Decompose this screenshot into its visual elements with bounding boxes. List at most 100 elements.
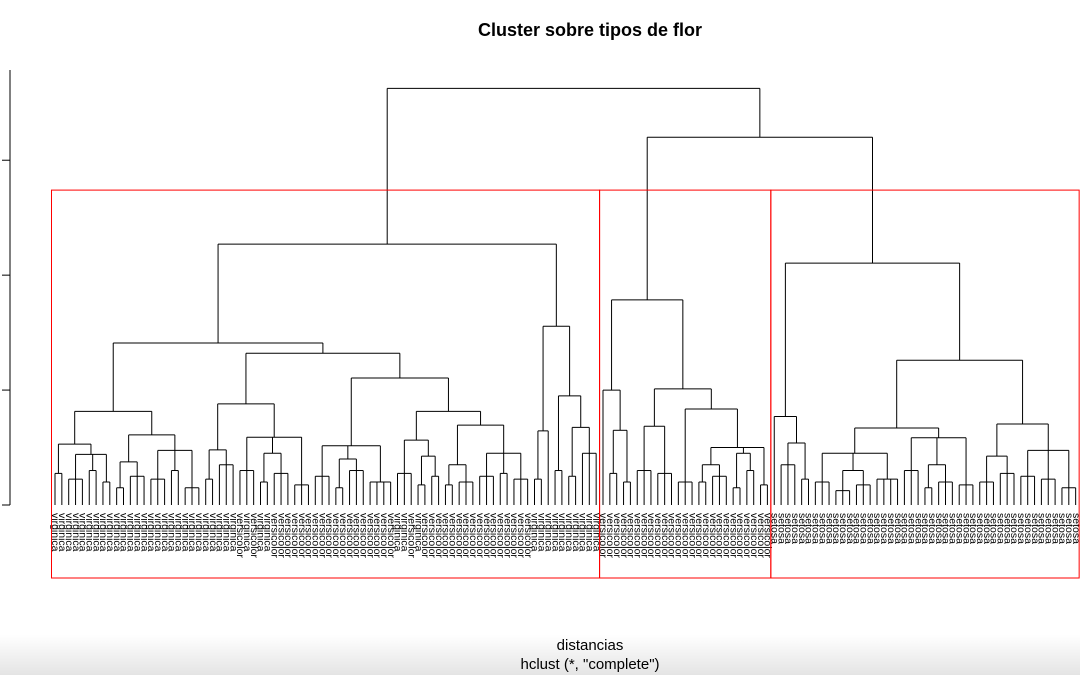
leaf-label: versicolor	[727, 513, 739, 558]
leaf-label: versicolor	[248, 513, 260, 558]
leaf-label: versicolor	[433, 513, 445, 558]
leaf-label: setosa	[844, 513, 856, 544]
leaf-label: versicolor	[323, 513, 335, 558]
subtitle: hclust (*, "complete")	[520, 656, 659, 673]
leaf-label: versicolor	[316, 513, 328, 558]
leaf-label: setosa	[1056, 513, 1068, 544]
leaf-label: versicolor	[748, 513, 760, 558]
leaf-label: versicolor	[734, 513, 746, 558]
leaf-label: versicolor	[474, 513, 486, 558]
leaf-label: virginica	[536, 513, 548, 552]
leaf-label: versicolor	[597, 513, 609, 558]
leaf-label: virginica	[549, 513, 561, 552]
leaf-label: versicolor	[282, 513, 294, 558]
leaf-label: virginica	[392, 513, 404, 552]
leaf-label: versicolor	[296, 513, 308, 558]
leaf-label: setosa	[864, 513, 876, 544]
leaf-label: setosa	[803, 513, 815, 544]
leaf-label: virginica	[563, 513, 575, 552]
leaf-label: versicolor	[481, 513, 493, 558]
leaf-label: versicolor	[522, 513, 534, 558]
leaf-label: versicolor	[268, 513, 280, 558]
leaf-label: versicolor	[679, 513, 691, 558]
leaf-label: setosa	[816, 513, 828, 544]
leaf-label: virginica	[118, 513, 130, 552]
leaf-label: virginica	[584, 513, 596, 552]
leaf-label: virginica	[262, 513, 274, 552]
leaf-label: setosa	[885, 513, 897, 544]
leaf-label: setosa	[810, 513, 822, 544]
leaf-label: virginica	[83, 513, 95, 552]
leaf-label: virginica	[138, 513, 150, 552]
leaf-label: versicolor	[501, 513, 513, 558]
leaf-label: virginica	[200, 513, 212, 552]
leaf-label: setosa	[1022, 513, 1034, 544]
leaf-label: setosa	[796, 513, 808, 544]
leaf-label: versicolor	[467, 513, 479, 558]
leaf-label: virginica	[179, 513, 191, 552]
leaf-label: setosa	[858, 513, 870, 544]
leaf-label: setosa	[988, 513, 1000, 544]
leaf-label: setosa	[1042, 513, 1054, 544]
leaf-label: setosa	[967, 513, 979, 544]
leaf-label: versicolor	[693, 513, 705, 558]
leaf-label: setosa	[1015, 513, 1027, 544]
leaf-label: virginica	[227, 513, 239, 552]
leaf-label: setosa	[974, 513, 986, 544]
leaf-label: versicolor	[673, 513, 685, 558]
leaf-label: versicolor	[453, 513, 465, 558]
leaf-label: versicolor	[638, 513, 650, 558]
leaf-label: versicolor	[652, 513, 664, 558]
leaf-label: setosa	[892, 513, 904, 544]
leaf-label: setosa	[926, 513, 938, 544]
leaf-label: versicolor	[344, 513, 356, 558]
leaf-label: versicolor	[645, 513, 657, 558]
leaf-label: virginica	[90, 513, 102, 552]
leaf-label: virginica	[49, 513, 61, 552]
leaf-label: setosa	[1036, 513, 1048, 544]
leaf-label: virginica	[220, 513, 232, 552]
leaf-label: setosa	[775, 513, 787, 544]
leaf-label: setosa	[919, 513, 931, 544]
leaf-label: virginica	[63, 513, 75, 552]
leaf-label: versicolor	[700, 513, 712, 558]
leaf-label: virginica	[542, 513, 554, 552]
x-axis-label: distancias	[557, 637, 624, 654]
leaf-label: versicolor	[385, 513, 397, 558]
leaf-label: setosa	[995, 513, 1007, 544]
leaf-label: setosa	[1070, 513, 1080, 544]
leaf-label: setosa	[1029, 513, 1041, 544]
leaf-label: virginica	[529, 513, 541, 552]
leaf-label: setosa	[789, 513, 801, 544]
leaf-label: setosa	[1049, 513, 1061, 544]
leaf-label: versicolor	[721, 513, 733, 558]
leaf-label: virginica	[193, 513, 205, 552]
leaf-label: setosa	[1008, 513, 1020, 544]
leaf-label: versicolor	[289, 513, 301, 558]
leaf-label: virginica	[159, 513, 171, 552]
leaf-label: virginica	[207, 513, 219, 552]
leaf-label: setosa	[830, 513, 842, 544]
leaf-label: versicolor	[494, 513, 506, 558]
leaf-label: versicolor	[714, 513, 726, 558]
leaf-label: virginica	[173, 513, 185, 552]
leaf-label: setosa	[1063, 513, 1075, 544]
leaf-label: setosa	[837, 513, 849, 544]
leaf-label: virginica	[214, 513, 226, 552]
leaf-label: versicolor	[618, 513, 630, 558]
leaf-label: versicolor	[604, 513, 616, 558]
leaf-label: versicolor	[755, 513, 767, 558]
leaf-label: versicolor	[440, 513, 452, 558]
leaf-label: versicolor	[631, 513, 643, 558]
leaf-label: versicolor	[351, 513, 363, 558]
leaf-label: virginica	[577, 513, 589, 552]
leaf-label: setosa	[871, 513, 883, 544]
leaf-label: versicolor	[707, 513, 719, 558]
leaf-label: virginica	[570, 513, 582, 552]
leaf-label: virginica	[166, 513, 178, 552]
leaf-label: versicolor	[330, 513, 342, 558]
leaf-label: setosa	[851, 513, 863, 544]
leaf-label: virginica	[241, 513, 253, 552]
leaf-label: versicolor	[666, 513, 678, 558]
leaf-label: setosa	[905, 513, 917, 544]
